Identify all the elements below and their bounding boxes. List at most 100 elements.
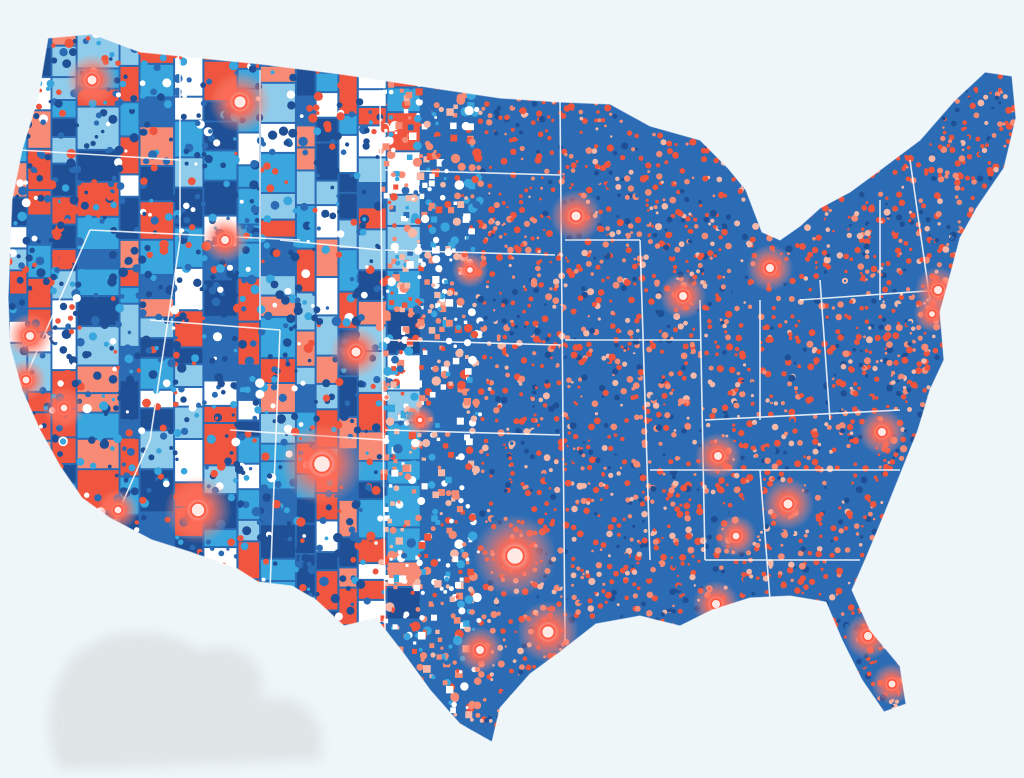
county-dot	[658, 89, 665, 96]
county-dot	[361, 645, 369, 653]
county-dot	[432, 508, 439, 515]
county-dot	[498, 235, 503, 239]
county-dot	[937, 176, 945, 183]
county-dot	[875, 58, 880, 62]
county-dot	[294, 40, 299, 45]
county-dot	[947, 42, 951, 47]
county-dot	[467, 537, 473, 543]
county-dot	[825, 136, 831, 143]
county-dot	[524, 320, 530, 326]
county-dot	[383, 495, 392, 504]
county-dot	[332, 167, 340, 175]
county-dot	[933, 192, 941, 200]
county-dot	[981, 612, 988, 619]
county-dot	[214, 373, 224, 382]
county-dot	[860, 73, 867, 80]
county-dot	[851, 214, 859, 222]
county-dot	[411, 648, 417, 654]
county-dot	[499, 453, 506, 461]
county-dot	[1010, 688, 1015, 693]
county-dot	[833, 645, 839, 650]
county-dot	[914, 516, 920, 522]
county-dot	[824, 648, 832, 655]
county-dot	[211, 391, 218, 398]
county-dot	[614, 739, 621, 742]
county-dot	[1000, 244, 1005, 249]
county-dot	[1007, 328, 1013, 334]
county-dot	[924, 117, 930, 123]
county-dot	[864, 348, 869, 353]
county-dot	[19, 561, 25, 568]
county-dot	[142, 211, 147, 216]
county-block	[296, 499, 315, 523]
county-dot	[596, 110, 600, 114]
county-dot	[908, 219, 912, 223]
county-dot	[707, 712, 713, 717]
county-dot	[22, 87, 27, 93]
county-dot	[740, 667, 744, 671]
county-dot	[865, 269, 870, 275]
county-dot	[491, 65, 499, 73]
county-dot	[678, 693, 684, 698]
county-dot	[939, 619, 943, 622]
county-block	[261, 317, 295, 358]
county-dot	[571, 583, 575, 587]
county-dot	[1007, 362, 1010, 365]
county-dot	[1008, 740, 1014, 742]
county-dot	[387, 200, 392, 205]
county-dot	[548, 179, 553, 185]
county-dot	[384, 136, 394, 146]
county-dot	[942, 657, 948, 663]
county-dot	[829, 552, 835, 558]
county-dot	[955, 451, 959, 455]
county-dot	[820, 90, 827, 97]
county-dot	[101, 438, 108, 445]
county-dot	[510, 148, 517, 155]
county-dot	[704, 212, 710, 218]
county-dot	[878, 572, 885, 580]
county-dot	[388, 484, 393, 488]
county-dot	[1014, 663, 1016, 666]
county-dot	[784, 201, 791, 207]
county-dot	[270, 403, 276, 409]
county-dot	[816, 173, 820, 178]
county-dot	[755, 65, 760, 71]
county-dot	[349, 277, 355, 282]
county-dot	[128, 464, 136, 472]
county-dot	[921, 614, 925, 617]
county-dot	[746, 498, 752, 504]
county-dot	[524, 325, 527, 328]
county-dot	[450, 692, 460, 702]
county-dot	[150, 607, 156, 613]
county-dot	[606, 743, 611, 748]
county-dot	[808, 724, 812, 728]
county-dot	[599, 548, 603, 551]
county-block	[339, 115, 357, 134]
county-dot	[519, 130, 524, 135]
county-dot	[177, 363, 187, 373]
county-dot	[624, 712, 629, 717]
county-dot	[399, 671, 404, 676]
county-dot	[381, 703, 388, 710]
county-dot	[487, 619, 492, 623]
county-dot	[170, 611, 178, 619]
county-dot	[13, 395, 17, 400]
county-dot	[931, 85, 938, 92]
county-dot	[707, 250, 714, 257]
county-dot	[757, 698, 761, 701]
county-dot	[925, 639, 932, 647]
county-dot	[587, 288, 595, 296]
county-dot	[599, 746, 604, 751]
county-dot	[812, 634, 819, 640]
county-dot	[906, 49, 910, 53]
county-block	[204, 317, 237, 339]
county-dot	[865, 395, 873, 403]
county-dot	[677, 370, 683, 377]
county-dot	[669, 196, 677, 204]
county-dot	[1002, 66, 1008, 72]
county-dot	[419, 154, 423, 158]
county-dot	[659, 161, 665, 167]
county-dot	[800, 185, 807, 191]
county-dot	[946, 614, 953, 621]
county-dot	[817, 694, 825, 702]
